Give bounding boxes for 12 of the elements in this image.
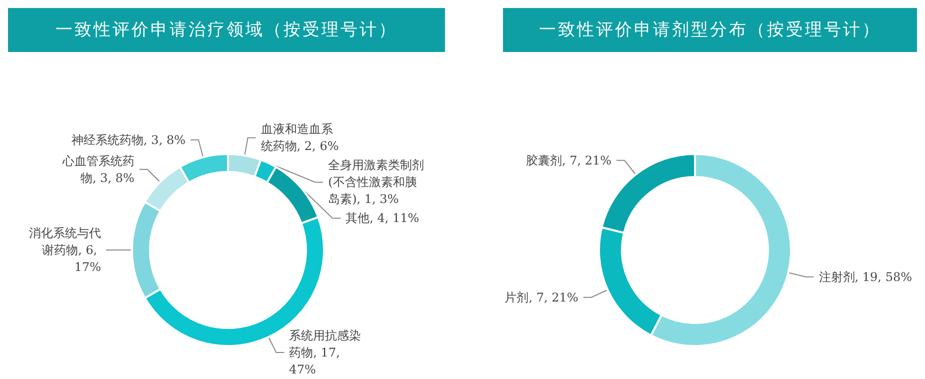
- slice-label: 注射剂, 19, 58%: [818, 270, 912, 284]
- chart-title: 一致性评价申请剂型分布（按受理号计）: [503, 8, 917, 52]
- slice-label: 系统用抗感染药物, 17, 47%: [289, 328, 362, 376]
- slice-label: 全身用激素类制剂(不含性激素和胰岛素), 1, 3%: [328, 158, 424, 206]
- chart-title: 一致性评价申请治疗领域（按受理号计）: [8, 8, 445, 52]
- slice-label: 消化系统与代谢药物, 6, 17%: [29, 226, 101, 274]
- slice-label: 片剂, 7, 21%: [504, 290, 578, 304]
- slice-label: 心血管系统药物, 3, 8%: [61, 154, 134, 185]
- slice-label: 胶囊剂, 7, 21%: [526, 153, 612, 168]
- slice-label: 血液和造血系统药物, 2, 6%: [260, 122, 339, 154]
- slice-label: 神经系统药物, 3, 8%: [72, 132, 186, 147]
- slice-label: 其他, 4, 11%: [346, 211, 420, 226]
